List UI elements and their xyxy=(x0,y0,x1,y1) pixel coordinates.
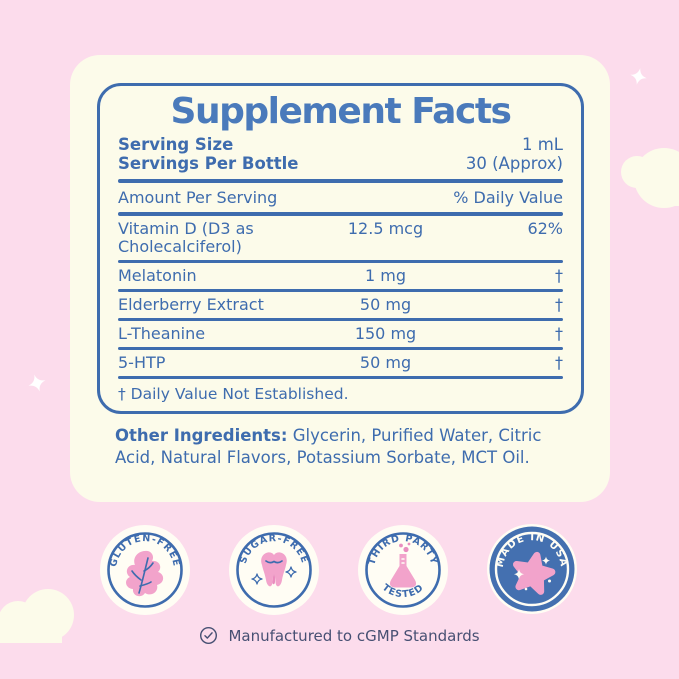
nutrient-amount: 1 mg xyxy=(364,266,406,286)
divider xyxy=(118,318,563,322)
serving-info: Serving Size 1 mL Servings Per Bottle 30… xyxy=(100,134,581,180)
nutrient-daily-value: † xyxy=(555,266,563,286)
leaf-icon xyxy=(126,550,164,597)
nutrient-daily-value: 62% xyxy=(527,219,563,239)
flask-icon xyxy=(389,542,417,588)
badge-sugar-free: SUGAR-FREE xyxy=(229,525,319,615)
nutrient-name: Melatonin xyxy=(118,266,197,286)
star-icon xyxy=(513,551,556,595)
servings-per-bottle-label: Servings Per Bottle xyxy=(118,153,299,173)
divider xyxy=(118,260,563,264)
nutrient-row: L-Theanine 150 mg † xyxy=(100,321,581,347)
tooth-icon xyxy=(251,552,297,587)
supplement-facts-panel: Supplement Facts Serving Size 1 mL Servi… xyxy=(97,83,584,414)
panel-title: Supplement Facts xyxy=(170,91,512,132)
nutrient-name: Elderberry Extract xyxy=(118,295,264,315)
divider xyxy=(118,347,563,351)
nutrient-row: 5-HTP 50 mg † xyxy=(100,350,581,376)
servings-per-bottle-row: Servings Per Bottle 30 (Approx) xyxy=(118,153,563,174)
nutrient-daily-value: † xyxy=(555,353,563,373)
nutrient-name: 5-HTP xyxy=(118,353,166,373)
daily-value-footnote: † Daily Value Not Established. xyxy=(118,385,349,404)
nutrient-row: Vitamin D (D3 as Cholecalciferol) 12.5 m… xyxy=(100,216,581,260)
label-card: Supplement Facts Serving Size 1 mL Servi… xyxy=(70,55,610,502)
nutrient-daily-value: † xyxy=(555,295,563,315)
nutrient-daily-value: † xyxy=(555,324,563,344)
serving-size-label: Serving Size xyxy=(118,134,234,154)
other-ingredients: Other Ingredients: Glycerin, Purified Wa… xyxy=(115,425,567,469)
nutrient-name: Vitamin D (D3 as Cholecalciferol) xyxy=(118,219,254,257)
nutrient-amount: 50 mg xyxy=(359,295,412,315)
serving-size-value: 1 mL xyxy=(521,134,563,154)
other-ingredients-text: Glycerin, Purified Water, Citric Acid, N… xyxy=(115,426,542,467)
servings-per-bottle-value: 30 (Approx) xyxy=(465,153,563,173)
amount-per-serving-header: Amount Per Serving xyxy=(118,188,278,208)
nutrient-row: Elderberry Extract 50 mg † xyxy=(100,292,581,318)
badge-made-in-usa: MADE IN USA xyxy=(487,524,577,614)
sparkle-icon xyxy=(630,68,647,85)
badge-gluten-free: GLUTEN-FREE xyxy=(100,525,190,615)
cloud-shape xyxy=(0,589,74,643)
check-circle-icon xyxy=(200,626,218,645)
cgmp-text: Manufactured to cGMP Standards xyxy=(228,626,480,645)
other-ingredients-label: Other Ingredients: xyxy=(115,426,288,445)
sparkle-icon xyxy=(28,374,46,392)
nutrient-amount: 150 mg xyxy=(354,324,417,344)
cloud-shape xyxy=(621,148,679,208)
nutrient-amount: 50 mg xyxy=(359,353,412,373)
nutrient-row: Melatonin 1 mg † xyxy=(100,263,581,289)
nutrient-amount: 12.5 mcg xyxy=(347,219,424,239)
divider xyxy=(118,212,563,217)
column-header-row: Amount Per Serving % Daily Value xyxy=(100,183,581,212)
divider xyxy=(118,376,563,380)
serving-size-row: Serving Size 1 mL xyxy=(118,134,563,155)
divider xyxy=(118,179,563,184)
cgmp-statement: Manufactured to cGMP Standards xyxy=(0,626,679,645)
divider xyxy=(118,289,563,293)
nutrient-name: L-Theanine xyxy=(118,324,206,344)
badge-third-party-tested: THIRD PARTY TESTED xyxy=(358,525,448,615)
daily-value-header: % Daily Value xyxy=(453,188,563,208)
